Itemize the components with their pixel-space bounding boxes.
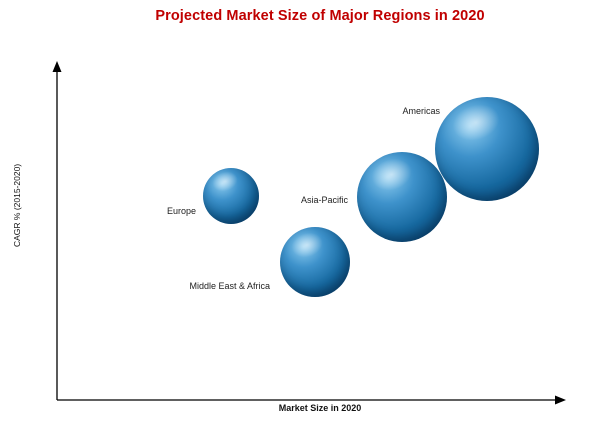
bubble-asia-pacific [357,152,447,242]
bubble-americas [435,97,539,201]
bubble-middle-east-africa [280,227,350,297]
chart-title: Projected Market Size of Major Regions i… [155,8,485,24]
bubble-label-asia-pacific: Asia-Pacific [300,195,348,205]
x-axis-label: Market Size in 2020 [278,403,362,413]
bubble-europe [203,168,259,224]
y-axis-arrow-icon [52,61,62,72]
bubble-label-middle-east-africa: Middle East & Africa [189,281,270,291]
bubble-label-europe: Europe [166,206,196,216]
x-axis-arrow-icon [555,395,566,405]
bubble-label-americas: Americas [402,106,440,116]
